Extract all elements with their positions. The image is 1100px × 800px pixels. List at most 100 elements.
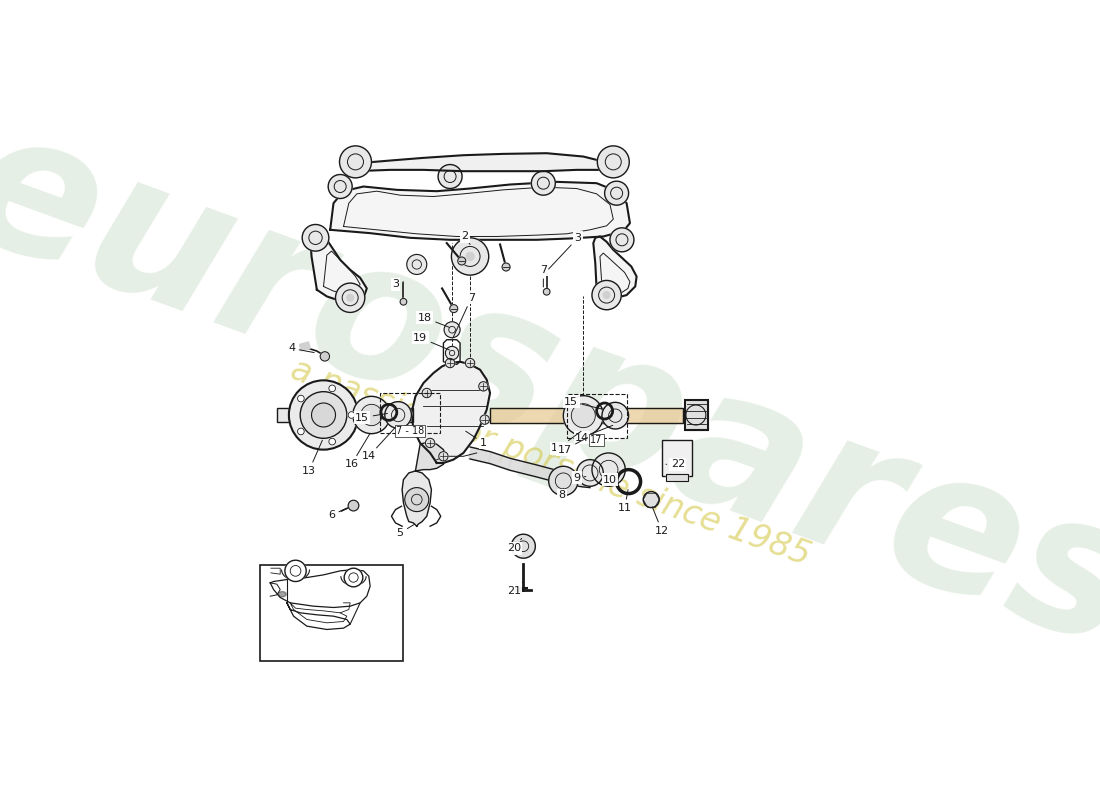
Bar: [277, 408, 414, 422]
Circle shape: [407, 254, 427, 274]
Circle shape: [336, 283, 365, 313]
Circle shape: [311, 403, 336, 427]
Circle shape: [571, 404, 595, 428]
Circle shape: [543, 289, 550, 295]
Text: 16: 16: [344, 434, 370, 470]
Bar: [662, 440, 692, 476]
Polygon shape: [411, 362, 490, 463]
Polygon shape: [572, 474, 584, 487]
Text: 9: 9: [573, 473, 586, 482]
Circle shape: [329, 438, 336, 445]
Bar: [381, 393, 440, 433]
Circle shape: [329, 385, 336, 392]
Circle shape: [592, 453, 625, 486]
Circle shape: [298, 395, 305, 402]
Circle shape: [346, 294, 353, 301]
Text: 22: 22: [666, 459, 685, 470]
Text: 2: 2: [461, 231, 470, 245]
Text: 10: 10: [603, 474, 617, 485]
Circle shape: [549, 466, 578, 495]
Circle shape: [597, 146, 629, 178]
Polygon shape: [469, 447, 492, 463]
Circle shape: [450, 305, 458, 313]
Circle shape: [602, 402, 628, 429]
Text: 5: 5: [397, 524, 415, 538]
Bar: [490, 408, 683, 423]
Text: 16: 16: [551, 431, 581, 454]
Circle shape: [422, 388, 431, 398]
Circle shape: [320, 352, 330, 361]
Circle shape: [502, 263, 510, 271]
Circle shape: [302, 225, 329, 251]
Text: 15: 15: [564, 397, 602, 409]
Bar: [299, 342, 310, 351]
Text: 17: 17: [591, 434, 603, 445]
Polygon shape: [488, 452, 512, 470]
Text: 15: 15: [355, 413, 387, 422]
Circle shape: [340, 146, 372, 178]
Circle shape: [349, 412, 355, 418]
Circle shape: [603, 292, 611, 298]
Circle shape: [605, 181, 628, 205]
Text: 3: 3: [392, 279, 404, 290]
Circle shape: [478, 382, 488, 391]
Text: 18: 18: [418, 313, 450, 327]
Text: 7: 7: [540, 265, 547, 287]
Text: 14: 14: [362, 426, 396, 462]
Bar: [684, 400, 708, 430]
Polygon shape: [353, 154, 617, 171]
Text: 17: 17: [558, 438, 587, 454]
Circle shape: [466, 253, 474, 261]
Circle shape: [300, 392, 346, 438]
Circle shape: [361, 404, 382, 426]
Polygon shape: [416, 442, 447, 471]
Bar: [261, 565, 404, 662]
Polygon shape: [310, 230, 366, 300]
Circle shape: [465, 358, 475, 368]
Circle shape: [298, 428, 305, 434]
Circle shape: [349, 500, 359, 511]
Text: 1: 1: [465, 431, 487, 448]
Polygon shape: [583, 475, 591, 487]
Bar: [277, 408, 414, 422]
Circle shape: [385, 402, 411, 428]
Circle shape: [285, 560, 306, 582]
Text: 6: 6: [328, 509, 346, 520]
Bar: [666, 474, 688, 481]
Text: 21: 21: [507, 582, 524, 596]
Polygon shape: [535, 465, 558, 482]
Bar: [666, 474, 688, 481]
Text: eurospares: eurospares: [0, 91, 1100, 688]
Text: 8: 8: [559, 488, 565, 500]
Text: 12: 12: [652, 507, 669, 536]
Circle shape: [563, 396, 603, 436]
Circle shape: [328, 174, 352, 198]
Bar: [662, 440, 692, 476]
Circle shape: [480, 415, 490, 424]
Circle shape: [446, 346, 459, 360]
Text: 4: 4: [288, 343, 315, 354]
Bar: [566, 394, 627, 438]
Circle shape: [446, 358, 454, 368]
Circle shape: [610, 228, 634, 252]
Circle shape: [400, 298, 407, 305]
Text: 20: 20: [507, 538, 521, 554]
Circle shape: [451, 238, 488, 275]
Circle shape: [444, 322, 460, 338]
Circle shape: [576, 460, 603, 486]
Polygon shape: [593, 237, 637, 298]
Text: a passion for porsche since 1985: a passion for porsche since 1985: [286, 354, 814, 573]
Text: 3: 3: [549, 233, 582, 269]
Circle shape: [531, 171, 556, 195]
Circle shape: [344, 568, 363, 587]
Circle shape: [289, 380, 359, 450]
Bar: [490, 408, 683, 423]
Circle shape: [512, 534, 536, 558]
Text: 14: 14: [575, 426, 613, 442]
Circle shape: [439, 452, 448, 461]
Text: 19: 19: [412, 333, 450, 350]
Polygon shape: [556, 470, 574, 486]
Bar: [684, 400, 708, 430]
Circle shape: [438, 165, 462, 189]
Circle shape: [592, 281, 622, 310]
